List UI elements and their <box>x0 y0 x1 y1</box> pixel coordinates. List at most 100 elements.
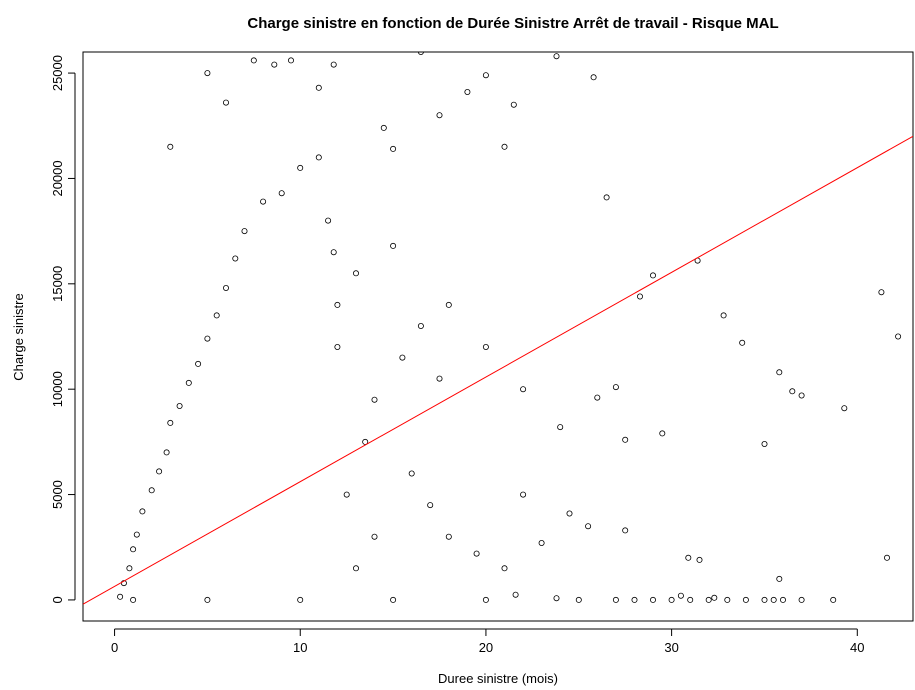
data-point <box>585 523 592 530</box>
data-point <box>501 565 508 572</box>
data-point <box>260 198 267 205</box>
data-point <box>677 592 684 599</box>
plot-frame <box>82 51 914 622</box>
data-point <box>594 394 601 401</box>
data-point <box>878 289 885 296</box>
data-point <box>390 145 397 152</box>
data-point <box>315 154 322 161</box>
data-point <box>176 402 183 409</box>
y-tick-label: 0 <box>50 596 65 603</box>
data-point <box>473 550 480 557</box>
data-point <box>156 468 163 475</box>
data-point <box>830 596 837 603</box>
data-point <box>133 531 140 538</box>
data-point <box>622 527 629 534</box>
data-point <box>622 436 629 443</box>
data-point <box>895 333 902 340</box>
data-point <box>612 384 619 391</box>
data-point <box>482 596 489 603</box>
data-point <box>232 255 239 262</box>
data-point <box>185 379 192 386</box>
data-point <box>637 293 644 300</box>
x-axis: 0 10 20 30 40 <box>111 628 865 655</box>
data-point <box>334 343 341 350</box>
data-point <box>436 375 443 382</box>
data-point <box>352 565 359 572</box>
data-point <box>297 164 304 171</box>
data-point <box>126 565 133 572</box>
data-point <box>287 57 294 64</box>
data-point <box>557 424 564 431</box>
data-point <box>167 143 174 150</box>
data-point <box>371 533 378 540</box>
data-point <box>612 596 619 603</box>
data-point <box>687 596 694 603</box>
data-point <box>761 596 768 603</box>
data-point <box>520 491 527 498</box>
data-point <box>659 430 666 437</box>
data-point <box>553 53 560 60</box>
x-tick-label: 40 <box>850 640 864 655</box>
data-point <box>501 143 508 150</box>
y-tick-label: 15000 <box>50 266 65 302</box>
data-point <box>668 596 675 603</box>
data-point <box>250 57 257 64</box>
data-point <box>603 194 610 201</box>
data-point <box>553 595 560 602</box>
data-point <box>720 312 727 319</box>
x-tick-label: 0 <box>111 640 118 655</box>
data-point <box>789 388 796 395</box>
data-point <box>325 217 332 224</box>
data-point <box>130 596 137 603</box>
data-point <box>352 270 359 277</box>
data-point <box>841 405 848 412</box>
chart-title: Charge sinistre en fonction de Durée Sin… <box>247 15 778 32</box>
data-point <box>884 554 891 561</box>
data-point <box>696 556 703 563</box>
data-point <box>241 228 248 235</box>
data-point <box>590 74 597 81</box>
data-point <box>167 419 174 426</box>
data-point <box>330 249 337 256</box>
regression-layer <box>83 135 913 605</box>
x-tick-label: 20 <box>479 640 493 655</box>
data-point <box>139 508 146 515</box>
data-point <box>222 284 229 291</box>
data-point <box>117 593 124 600</box>
y-tick-label: 20000 <box>50 160 65 196</box>
data-point <box>510 101 517 108</box>
data-point <box>711 594 718 601</box>
data-point <box>776 575 783 582</box>
x-tick-label: 10 <box>293 640 307 655</box>
data-point <box>761 440 768 447</box>
data-point <box>408 470 415 477</box>
data-point <box>512 591 519 598</box>
data-point <box>271 61 278 68</box>
data-point <box>390 242 397 249</box>
data-point <box>464 89 471 96</box>
x-tick-label: 30 <box>664 640 678 655</box>
data-point <box>315 84 322 91</box>
data-point <box>685 554 692 561</box>
regression-line <box>83 135 913 605</box>
y-tick-label: 25000 <box>50 55 65 91</box>
data-point <box>204 70 211 77</box>
data-point <box>130 546 137 553</box>
data-point <box>631 596 638 603</box>
data-point <box>417 52 424 55</box>
data-point <box>520 386 527 393</box>
data-point <box>724 596 731 603</box>
data-point <box>213 312 220 319</box>
data-point <box>770 596 777 603</box>
data-point <box>163 449 170 456</box>
data-point <box>222 99 229 106</box>
x-axis-label: Duree sinistre (mois) <box>438 671 558 686</box>
y-axis: 0 5000 10000 15000 20000 25000 <box>50 55 76 604</box>
data-point <box>330 61 337 68</box>
data-point <box>204 596 211 603</box>
data-point <box>390 596 397 603</box>
data-point <box>371 396 378 403</box>
data-point <box>334 301 341 308</box>
data-point <box>482 343 489 350</box>
